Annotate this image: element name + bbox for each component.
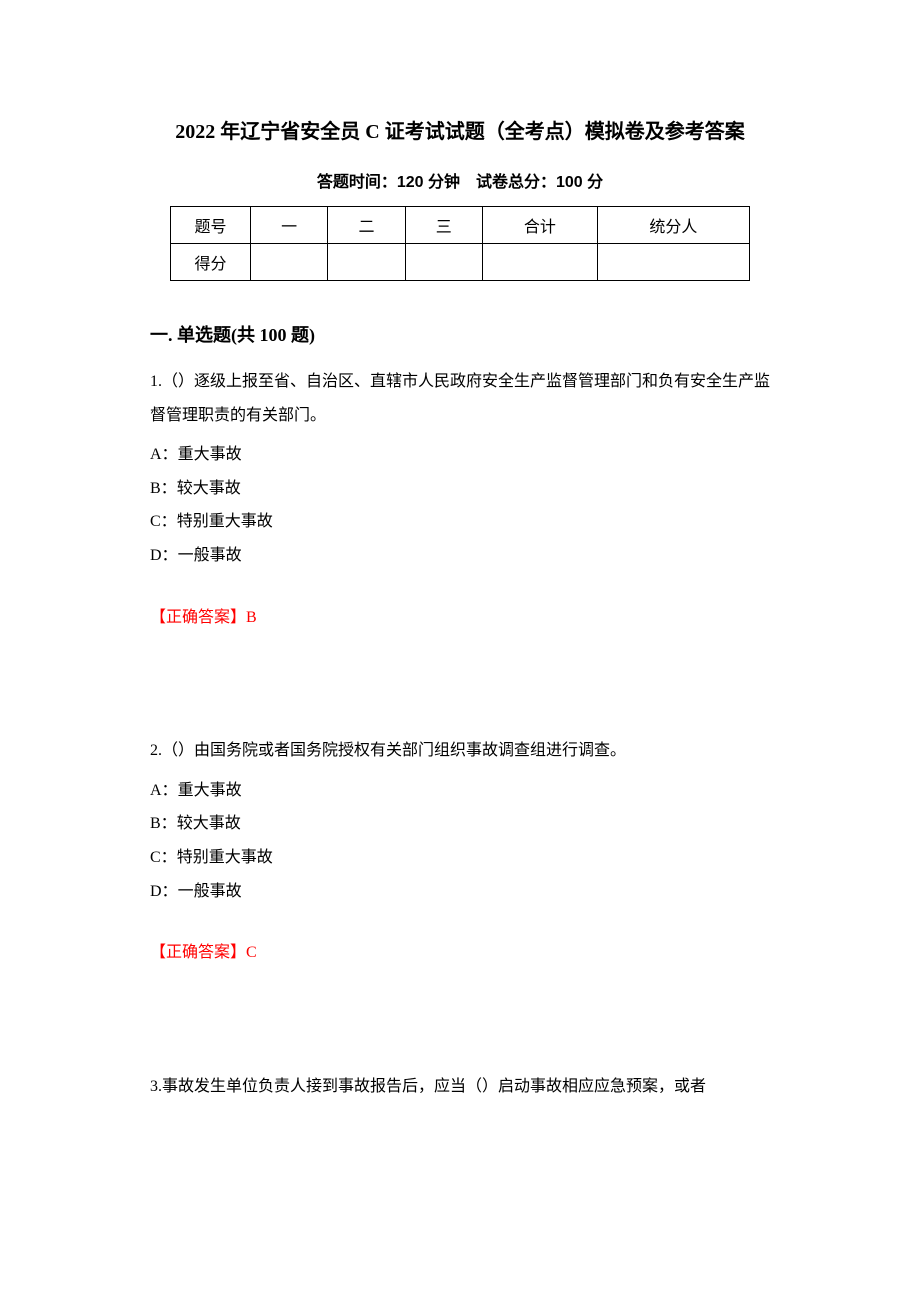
question-block: 3.事故发生单位负责人接到事故报告后，应当（）启动事故相应应急预案，或者 [150,1070,770,1104]
question-text: 3.事故发生单位负责人接到事故报告后，应当（）启动事故相应应急预案，或者 [150,1070,770,1104]
score-cell [328,244,405,281]
score-cell [482,244,597,281]
question-text: 1.（）逐级上报至省、自治区、直辖市人民政府安全生产监督管理部门和负有安全生产监… [150,365,770,432]
question-text: 2.（）由国务院或者国务院授权有关部门组织事故调查组进行调查。 [150,734,770,768]
answer-text: 【正确答案】C [150,936,770,970]
row-label-cell: 得分 [171,244,251,281]
header-cell: 合计 [482,207,597,244]
score-cell [597,244,749,281]
option-c: C：特别重大事故 [150,505,770,539]
header-cell: 三 [405,207,482,244]
score-table: 题号 一 二 三 合计 统分人 得分 [170,206,750,281]
header-cell: 一 [251,207,328,244]
option-a: A：重大事故 [150,438,770,472]
option-b: B：较大事故 [150,472,770,506]
answer-text: 【正确答案】B [150,601,770,635]
header-cell: 二 [328,207,405,244]
option-d: D：一般事故 [150,539,770,573]
question-block: 2.（）由国务院或者国务院授权有关部门组织事故调查组进行调查。 A：重大事故 B… [150,734,770,970]
table-header-row: 题号 一 二 三 合计 统分人 [171,207,750,244]
document-subtitle: 答题时间：120 分钟 试卷总分：100 分 [150,168,770,192]
option-c: C：特别重大事故 [150,841,770,875]
header-cell: 统分人 [597,207,749,244]
header-cell: 题号 [171,207,251,244]
option-a: A：重大事故 [150,774,770,808]
document-title: 2022 年辽宁省安全员 C 证考试试题（全考点）模拟卷及参考答案 [150,115,770,144]
score-cell [405,244,482,281]
score-cell [251,244,328,281]
table-score-row: 得分 [171,244,750,281]
option-b: B：较大事故 [150,807,770,841]
question-block: 1.（）逐级上报至省、自治区、直辖市人民政府安全生产监督管理部门和负有安全生产监… [150,365,770,634]
section-heading: 一. 单选题(共 100 题) [150,321,770,347]
option-d: D：一般事故 [150,875,770,909]
